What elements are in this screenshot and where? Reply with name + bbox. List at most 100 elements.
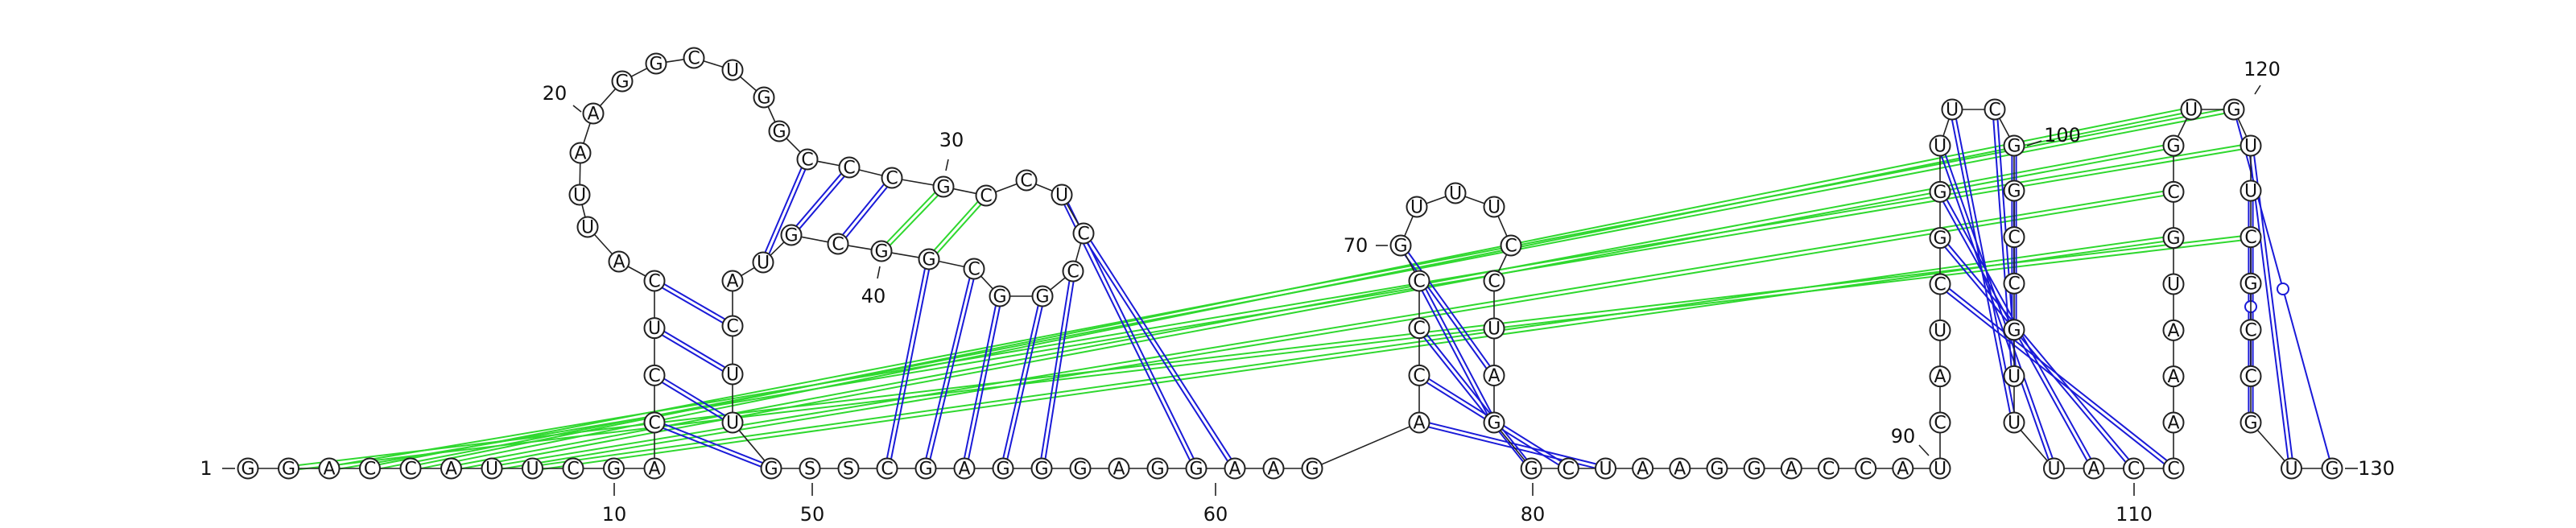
nucleotide-12: C xyxy=(643,411,666,434)
nucleotide-43: U xyxy=(752,251,774,274)
base-pair-12-48 xyxy=(663,423,763,468)
svg-text:70: 70 xyxy=(1344,234,1368,257)
nucleotide-58: G xyxy=(1146,457,1169,480)
backbone-link xyxy=(703,60,724,68)
svg-text:C: C xyxy=(2167,460,2179,480)
backbone-link xyxy=(858,169,883,176)
svg-text:G: G xyxy=(2227,101,2240,121)
svg-text:G: G xyxy=(282,460,295,480)
nucleotide-4: C xyxy=(359,457,381,480)
svg-text:G: G xyxy=(757,89,770,109)
nucleotide-15: C xyxy=(643,270,666,292)
backbone-link xyxy=(1426,196,1447,204)
svg-text:G: G xyxy=(2007,182,2021,202)
backbone-link xyxy=(630,68,648,77)
nucleotide-83: A xyxy=(1780,457,1802,480)
svg-text:G: G xyxy=(1487,414,1501,434)
svg-text:G: G xyxy=(615,72,629,93)
svg-text:A: A xyxy=(2167,321,2179,341)
base-pair-91-107 xyxy=(1946,287,2168,465)
svg-text:U: U xyxy=(726,414,739,434)
svg-text:C: C xyxy=(726,317,738,337)
nucleotide-61: A xyxy=(1262,457,1285,480)
svg-text:C: C xyxy=(648,414,660,434)
svg-text:C: C xyxy=(1413,319,1425,339)
svg-text:U: U xyxy=(1599,460,1612,480)
svg-text:G: G xyxy=(919,460,932,480)
nucleotide-113: C xyxy=(2162,180,2185,203)
nucleotide-10: G xyxy=(603,457,625,480)
base-pair-95-103 xyxy=(1951,118,2016,414)
nucleotide-88: C xyxy=(1929,411,1951,434)
nucleotide-102: U xyxy=(2003,365,2025,387)
svg-text:A: A xyxy=(2087,460,2099,480)
backbone-link xyxy=(1500,430,1525,461)
nucleotide-106: C xyxy=(2123,457,2145,480)
svg-text:G: G xyxy=(2007,320,2021,340)
svg-text:C: C xyxy=(980,187,992,207)
svg-text:G: G xyxy=(2166,229,2180,249)
svg-text:C: C xyxy=(1505,237,1517,257)
svg-text:C: C xyxy=(886,169,898,189)
pseudoknot-pair-5-115 xyxy=(419,108,2182,470)
nucleotide-100: C xyxy=(2003,272,2025,295)
nucleotide-23: C xyxy=(683,47,705,69)
svg-text:C: C xyxy=(832,235,844,255)
svg-text:U: U xyxy=(1946,101,1959,121)
backbone-link xyxy=(767,106,776,122)
backbone-link xyxy=(1999,118,2010,138)
nucleotide-90: U xyxy=(1929,319,1951,341)
backbone-link xyxy=(2177,118,2188,138)
position-label-80: 80 xyxy=(1521,483,1546,526)
svg-text:C: C xyxy=(687,49,700,69)
svg-text:G: G xyxy=(764,460,778,480)
nucleotide-28: C xyxy=(838,156,861,179)
nucleotide-3: A xyxy=(318,457,341,480)
base-pair-14-46 xyxy=(661,330,726,372)
svg-text:130: 130 xyxy=(2358,457,2395,480)
svg-text:A: A xyxy=(2167,414,2179,434)
base-pair-29-41 xyxy=(842,184,888,238)
nucleotide-101: G xyxy=(2003,319,2025,341)
backbone-link xyxy=(848,245,872,250)
nucleotide-9: C xyxy=(562,457,584,480)
svg-text:C: C xyxy=(2167,183,2179,203)
backbone-link xyxy=(1066,203,1080,225)
pseudoknot-pair-31-39 xyxy=(933,200,982,254)
backbone-link xyxy=(1497,216,1508,237)
nucleotide-79: A xyxy=(1632,457,1654,480)
base-pair-65-76 xyxy=(1422,334,1528,463)
svg-text:G: G xyxy=(2244,414,2257,434)
nucleotide-7: U xyxy=(481,457,503,480)
svg-text:80: 80 xyxy=(1521,503,1546,526)
svg-text:S: S xyxy=(804,460,815,480)
position-label-100: 100 xyxy=(2026,124,2081,146)
position-label-120: 120 xyxy=(2244,58,2281,95)
nucleotide-21: G xyxy=(611,70,634,93)
svg-text:A: A xyxy=(445,460,457,480)
svg-text:G: G xyxy=(1933,229,1946,249)
nucleotide-53: A xyxy=(953,457,976,480)
nucleotide-111: U xyxy=(2162,273,2185,295)
svg-text:U: U xyxy=(1934,321,1946,341)
nucleotide-112: G xyxy=(2162,227,2185,250)
nucleotide-6: A xyxy=(440,457,462,480)
position-label-1: 1 xyxy=(200,457,235,480)
svg-text:C: C xyxy=(2244,228,2256,248)
nucleotide-92: G xyxy=(1929,227,1951,250)
svg-text:U: U xyxy=(1488,198,1501,218)
backbone-link xyxy=(1321,426,1410,465)
svg-text:S: S xyxy=(843,460,854,480)
pseudoknot-pair-30-40 xyxy=(886,192,939,246)
pseudoknot-pair-2-119 xyxy=(298,235,2242,471)
svg-text:20: 20 xyxy=(543,82,568,105)
svg-text:U: U xyxy=(1934,460,1946,480)
svg-text:A: A xyxy=(587,105,599,125)
svg-text:U: U xyxy=(581,218,594,238)
svg-text:C: C xyxy=(1988,101,2000,121)
svg-text:C: C xyxy=(1413,272,1425,292)
svg-text:C: C xyxy=(881,460,893,480)
svg-text:A: A xyxy=(1413,414,1425,434)
